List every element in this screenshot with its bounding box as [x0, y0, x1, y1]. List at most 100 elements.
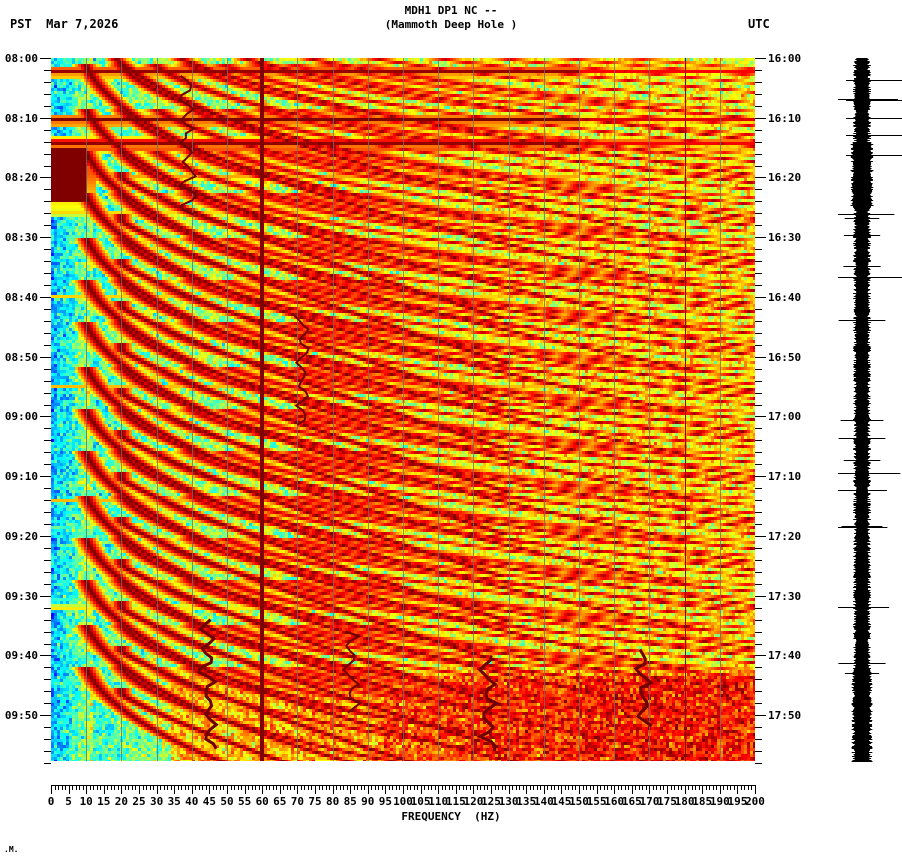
frequency-label: 155: [586, 795, 607, 808]
time-tick-right: [755, 249, 762, 251]
time-tick-left: [40, 595, 51, 597]
frequency-tick-minor: [583, 785, 584, 790]
frequency-tick-major: [702, 785, 703, 794]
frequency-label: 35: [167, 795, 181, 808]
frequency-tick-minor: [382, 785, 383, 790]
frequency-tick-minor: [604, 785, 605, 790]
frequency-tick-minor: [55, 785, 56, 790]
frequency-tick-minor: [283, 785, 284, 790]
frequency-tick-minor: [252, 785, 253, 790]
frequency-tick-major: [192, 785, 193, 794]
frequency-tick-minor: [326, 785, 327, 790]
frequency-tick-minor: [730, 785, 731, 790]
frequency-tick-minor: [414, 785, 415, 790]
frequency-label: 85: [343, 795, 357, 808]
frequency-tick-minor: [304, 785, 305, 790]
frequency-tick-minor: [671, 785, 672, 790]
time-tick-left: [44, 512, 51, 514]
frequency-label: 50: [220, 795, 234, 808]
frequency-tick-minor: [195, 785, 196, 790]
frequency-tick-minor: [248, 785, 249, 790]
frequency-axis-title: FREQUENCY (HZ): [401, 810, 501, 823]
frequency-tick-minor: [551, 785, 552, 790]
frequency-tick-minor: [642, 785, 643, 790]
time-label-local: 09:10: [4, 470, 38, 484]
time-tick-right: [755, 189, 762, 191]
frequency-tick-minor: [653, 785, 654, 790]
frequency-tick-minor: [322, 785, 323, 790]
frequency-label: 5: [65, 795, 72, 808]
frequency-tick-minor: [452, 785, 453, 790]
time-tick-right: [755, 213, 762, 215]
frequency-tick-minor: [146, 785, 147, 790]
frequency-tick-major: [561, 785, 562, 794]
frequency-label: 120: [463, 795, 484, 808]
time-tick-left: [44, 273, 51, 275]
frequency-tick-minor: [301, 785, 302, 790]
frequency-tick-minor: [164, 785, 165, 790]
time-tick-right: [755, 273, 762, 275]
time-tick-left: [44, 165, 51, 167]
time-tick-right: [755, 619, 762, 621]
frequency-label: 45: [202, 795, 217, 808]
time-tick-right: [755, 763, 762, 764]
time-tick-left: [44, 428, 51, 430]
time-tick-left: [40, 356, 51, 358]
time-tick-right: [755, 667, 762, 669]
frequency-tick-major: [685, 785, 686, 794]
frequency-tick-minor: [554, 785, 555, 790]
frequency-tick-major: [667, 785, 668, 794]
frequency-tick-minor: [586, 785, 587, 790]
time-label-local: 08:40: [4, 290, 38, 304]
frequency-label: 190: [709, 795, 730, 808]
time-tick-right: [755, 105, 762, 107]
time-tick-left: [44, 583, 51, 585]
frequency-tick-minor: [389, 785, 390, 790]
time-tick-right: [755, 285, 762, 287]
frequency-tick-minor: [58, 785, 59, 790]
time-tick-right: [755, 595, 766, 597]
frequency-tick-minor: [530, 785, 531, 790]
frequency-tick-major: [368, 785, 369, 794]
time-tick-left: [44, 643, 51, 645]
time-tick-right: [755, 559, 762, 561]
frequency-tick-minor: [290, 785, 291, 790]
frequency-tick-minor: [748, 785, 749, 790]
time-tick-right: [755, 153, 762, 155]
time-tick-left: [44, 631, 51, 633]
frequency-tick-minor: [128, 785, 129, 790]
frequency-tick-major: [649, 785, 650, 794]
frequency-tick-minor: [537, 785, 538, 790]
frequency-tick-minor: [678, 785, 679, 790]
frequency-tick-minor: [294, 785, 295, 790]
frequency-tick-minor: [220, 785, 221, 790]
time-tick-left: [44, 667, 51, 669]
frequency-tick-minor: [695, 785, 696, 790]
spectrogram-canvas[interactable]: [51, 58, 755, 763]
frequency-tick-major: [350, 785, 351, 794]
timezone-left-label: PST: [10, 17, 32, 31]
frequency-tick-minor: [744, 785, 745, 790]
spectrogram-plot[interactable]: [51, 58, 755, 763]
time-tick-right: [755, 117, 766, 119]
frequency-tick-major: [69, 785, 70, 794]
frequency-tick-minor: [238, 785, 239, 790]
frequency-tick-minor: [498, 785, 499, 790]
frequency-tick-minor: [329, 785, 330, 790]
frequency-tick-minor: [153, 785, 154, 790]
frequency-label: 25: [132, 795, 146, 808]
frequency-tick-minor: [266, 785, 267, 790]
time-label-utc: 16:00: [768, 52, 802, 65]
frequency-tick-minor: [83, 785, 84, 790]
frequency-tick-minor: [90, 785, 91, 790]
frequency-tick-minor: [340, 785, 341, 790]
frequency-tick-minor: [692, 785, 693, 790]
frequency-tick-minor: [319, 785, 320, 790]
frequency-tick-major: [385, 785, 386, 794]
frequency-tick-minor: [399, 785, 400, 790]
frequency-tick-minor: [259, 785, 260, 790]
frequency-tick-minor: [234, 785, 235, 790]
time-tick-left: [40, 476, 51, 478]
time-tick-left: [40, 715, 51, 717]
time-tick-right: [755, 691, 762, 693]
